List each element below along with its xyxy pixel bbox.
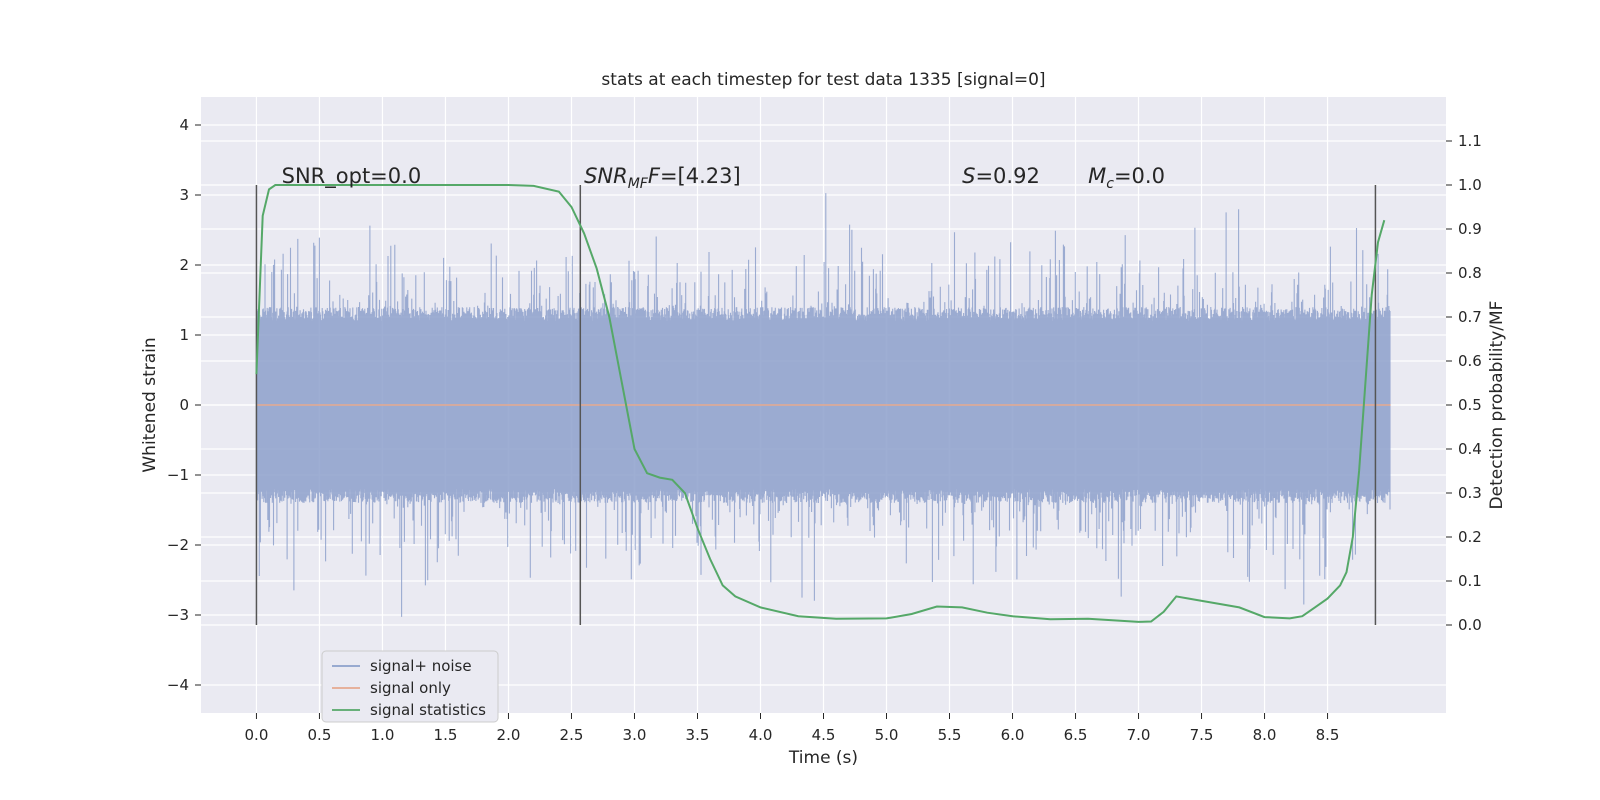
x-tick-label: 2.5 xyxy=(560,726,584,744)
y-right-tick-label: 1.0 xyxy=(1458,176,1482,194)
x-tick-label: 1.0 xyxy=(371,726,395,744)
x-tick-label: 5.0 xyxy=(875,726,899,744)
y-right-tick-label: 0.9 xyxy=(1458,220,1482,238)
y-tick-label: −1 xyxy=(167,466,189,484)
y-right-tick-label: 0.8 xyxy=(1458,264,1482,282)
x-tick-label: 3.0 xyxy=(623,726,647,744)
y-right-tick-label: 0.0 xyxy=(1458,616,1482,634)
y-tick-label: 3 xyxy=(179,186,189,204)
x-tick-label: 6.5 xyxy=(1064,726,1088,744)
x-tick-label: 0.0 xyxy=(245,726,269,744)
legend-label-signal-only: signal only xyxy=(370,679,451,697)
x-axis-label: Time (s) xyxy=(788,748,858,768)
x-tick-label: 7.5 xyxy=(1190,726,1214,744)
x-tick-label: 8.5 xyxy=(1316,726,1340,744)
y-right-tick-label: 0.4 xyxy=(1458,440,1482,458)
x-tick-label: 8.0 xyxy=(1253,726,1277,744)
legend: signal+ noise signal only signal statist… xyxy=(321,650,499,723)
x-tick-label: 2.0 xyxy=(497,726,521,744)
annotation-s: S=0.92 xyxy=(962,164,1040,188)
x-tick-label: 7.0 xyxy=(1127,726,1151,744)
x-axis-ticks: 0.0 0.5 1.0 1.5 2.0 2.5 3.0 3.5 4.0 4.5 5.0 5.5 6.0 6… xyxy=(245,713,1340,744)
signal-statistics-series xyxy=(255,184,1386,623)
y-axis-label: Whitened strain xyxy=(140,337,160,472)
y-tick-label: 1 xyxy=(179,326,189,344)
y-right-tick-label: 0.2 xyxy=(1458,528,1482,546)
annotation-mc: Mc=0.0 xyxy=(1088,164,1165,192)
y-right-tick-label: 1.1 xyxy=(1458,132,1482,150)
x-tick-label: 3.5 xyxy=(686,726,710,744)
x-tick-label: 1.5 xyxy=(434,726,458,744)
y-axis-ticks: 4 3 2 1 0 −1 −2 −3 −4 xyxy=(167,116,201,694)
y-right-tick-label: 0.7 xyxy=(1458,308,1482,326)
y-tick-label: −3 xyxy=(167,606,189,624)
annotation-snr-opt: SNR_opt=0.0 xyxy=(282,164,422,189)
x-tick-label: 5.5 xyxy=(938,726,962,744)
y-tick-label: 4 xyxy=(179,116,189,134)
y-tick-label: 2 xyxy=(179,256,189,274)
y-right-axis-ticks: 1.1 1.0 0.9 0.8 0.7 0.6 0.5 0.4 0.3 0.2 0.1 0.0 xyxy=(1446,132,1482,634)
signal-statistics-line xyxy=(255,184,1386,623)
y-tick-label: 0 xyxy=(179,396,189,414)
y-right-tick-label: 0.6 xyxy=(1458,352,1482,370)
y-tick-label: −4 xyxy=(167,676,189,694)
chart-title: stats at each timestep for test data 133… xyxy=(601,70,1045,90)
y-right-tick-label: 0.1 xyxy=(1458,572,1482,590)
legend-label-statistics: signal statistics xyxy=(370,701,486,719)
annotation-snr-mf: SNRMFF=[4.23] xyxy=(584,164,741,192)
y-right-axis-label: Detection probability/MF xyxy=(1487,301,1507,510)
x-tick-label: 4.5 xyxy=(812,726,836,744)
x-tick-label: 0.5 xyxy=(308,726,332,744)
y-right-tick-label: 0.3 xyxy=(1458,484,1482,502)
annotations: SNR_opt=0.0 SNRMFF=[4.23] S=0.92 Mc=0.0 xyxy=(282,164,1165,192)
y-tick-label: −2 xyxy=(167,536,189,554)
x-tick-label: 6.0 xyxy=(1001,726,1025,744)
legend-label-noise: signal+ noise xyxy=(370,657,472,675)
x-tick-label: 4.0 xyxy=(749,726,773,744)
y-right-tick-label: 0.5 xyxy=(1458,396,1482,414)
legend-box xyxy=(321,650,499,723)
